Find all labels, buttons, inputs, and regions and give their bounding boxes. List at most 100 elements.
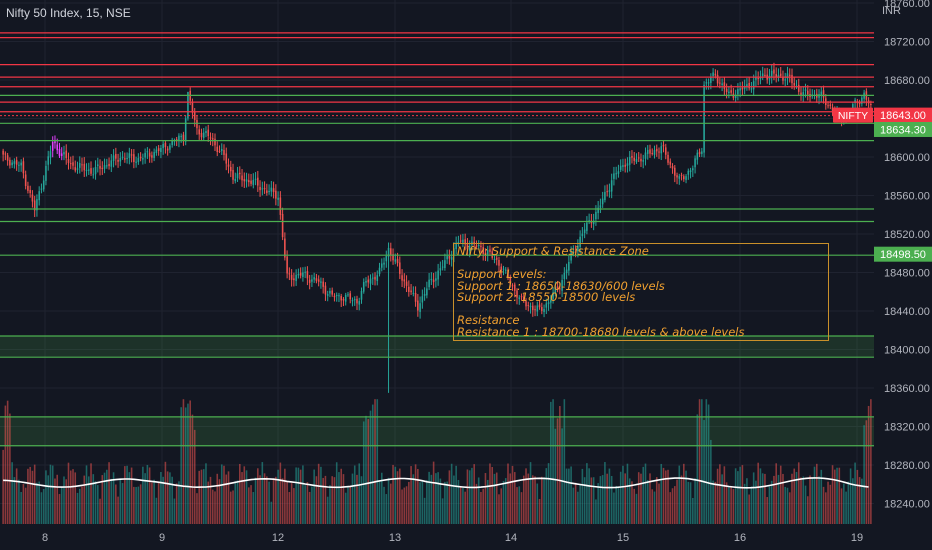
candle-body	[676, 175, 678, 178]
volume-bar	[72, 469, 74, 524]
candle-body	[322, 281, 324, 287]
candle-body	[403, 279, 406, 282]
volume-bar	[870, 399, 872, 524]
candle-body	[56, 144, 59, 151]
candle-body	[293, 278, 295, 281]
volume-bar	[76, 492, 79, 524]
volume-bar	[160, 471, 162, 524]
volume-bar	[752, 472, 755, 524]
volume-bar	[171, 476, 173, 524]
volume-bar	[712, 480, 714, 524]
volume-bar	[723, 466, 726, 524]
volume-bar	[664, 470, 667, 524]
candle-body	[613, 173, 615, 179]
volume-bar	[865, 420, 868, 524]
candle-body	[707, 82, 710, 84]
volume-bar	[513, 472, 516, 524]
volume-bar	[538, 498, 541, 524]
candle-body	[99, 165, 101, 169]
volume-bar	[554, 428, 557, 524]
volume-bar	[477, 477, 480, 524]
volume-bar	[385, 494, 388, 524]
volume-bar	[586, 463, 588, 524]
candle-body	[281, 213, 284, 238]
volume-bar	[741, 465, 744, 524]
candle-body	[184, 118, 187, 142]
volume-bar	[223, 465, 225, 524]
price-tick-label: 18440.00	[884, 306, 930, 318]
candle-body	[22, 161, 25, 174]
volume-bar	[428, 471, 430, 524]
candle-body	[804, 89, 807, 91]
volume-bar	[570, 466, 572, 524]
volume-bar	[840, 488, 843, 524]
candle-body	[306, 271, 309, 279]
volume-bar	[597, 483, 599, 524]
candle-body	[518, 297, 521, 299]
volume-bar	[504, 478, 507, 524]
volume-bar	[444, 481, 446, 524]
price-tag: 18498.50	[880, 249, 926, 261]
candle-body	[60, 153, 63, 156]
volume-bar	[795, 471, 798, 524]
volume-bar	[536, 483, 539, 524]
candle-body	[263, 188, 266, 190]
candle-body	[347, 294, 349, 296]
candle-body	[752, 81, 755, 90]
candle-body	[11, 162, 13, 166]
candle-body	[464, 239, 466, 245]
annotation-box[interactable]: Nifty: Support & Resistance Zone Support…	[453, 243, 829, 341]
candle-body	[655, 148, 658, 152]
volume-bar	[669, 492, 672, 524]
candle-body	[133, 154, 135, 163]
volume-bar	[730, 487, 732, 524]
candle-body	[547, 302, 550, 305]
volume-bar	[139, 484, 142, 524]
candle-body	[791, 74, 793, 84]
volume-bar	[619, 471, 622, 524]
candle-body	[367, 279, 370, 283]
candle-body	[775, 74, 777, 77]
volume-bar	[277, 469, 279, 524]
price-axis-bg	[874, 0, 932, 550]
volume-bar	[299, 469, 302, 524]
level-lines	[0, 32, 874, 447]
support-zone	[0, 336, 874, 358]
candle-body	[504, 269, 507, 271]
volume-bar	[42, 488, 45, 524]
volume-bar	[408, 481, 410, 524]
candle-body	[394, 259, 397, 262]
candle-body	[617, 171, 620, 174]
time-axis[interactable]: 8 9 12 13 14 15 16 19	[42, 532, 863, 544]
volume-bar	[426, 480, 428, 524]
candle-body	[410, 290, 412, 293]
candle-body	[227, 164, 230, 167]
volume-bar	[81, 486, 83, 524]
candle-body	[822, 90, 825, 98]
price-axis[interactable]: 18240.00 18280.00 18320.00 18360.00 18400.00…	[882, 0, 930, 511]
volume-bar	[324, 475, 327, 524]
candle-body	[628, 156, 631, 165]
candle-body	[509, 276, 512, 284]
candle-body	[495, 257, 498, 260]
candle-body	[426, 288, 428, 296]
candle-body	[153, 152, 155, 158]
annotation-title: Nifty: Support & Resistance Zone	[457, 244, 649, 258]
symbol-title[interactable]: Nifty 50 Index, 15, NSE	[6, 6, 131, 20]
volume-bar	[522, 475, 525, 524]
volume-bar	[806, 496, 809, 524]
volume-bar	[615, 485, 617, 524]
volume-bar	[360, 476, 363, 524]
candle-body	[444, 260, 446, 269]
price-tick-label: 18720.00	[884, 37, 930, 49]
volume-bar	[162, 476, 164, 524]
volume-bar	[189, 400, 191, 524]
candle-body	[626, 163, 629, 166]
candle-body	[191, 102, 194, 113]
volume-bar	[800, 477, 802, 524]
volume-bar	[326, 496, 329, 524]
volume-bar	[6, 400, 9, 524]
candle-body	[475, 245, 478, 247]
candle-body	[27, 185, 29, 191]
